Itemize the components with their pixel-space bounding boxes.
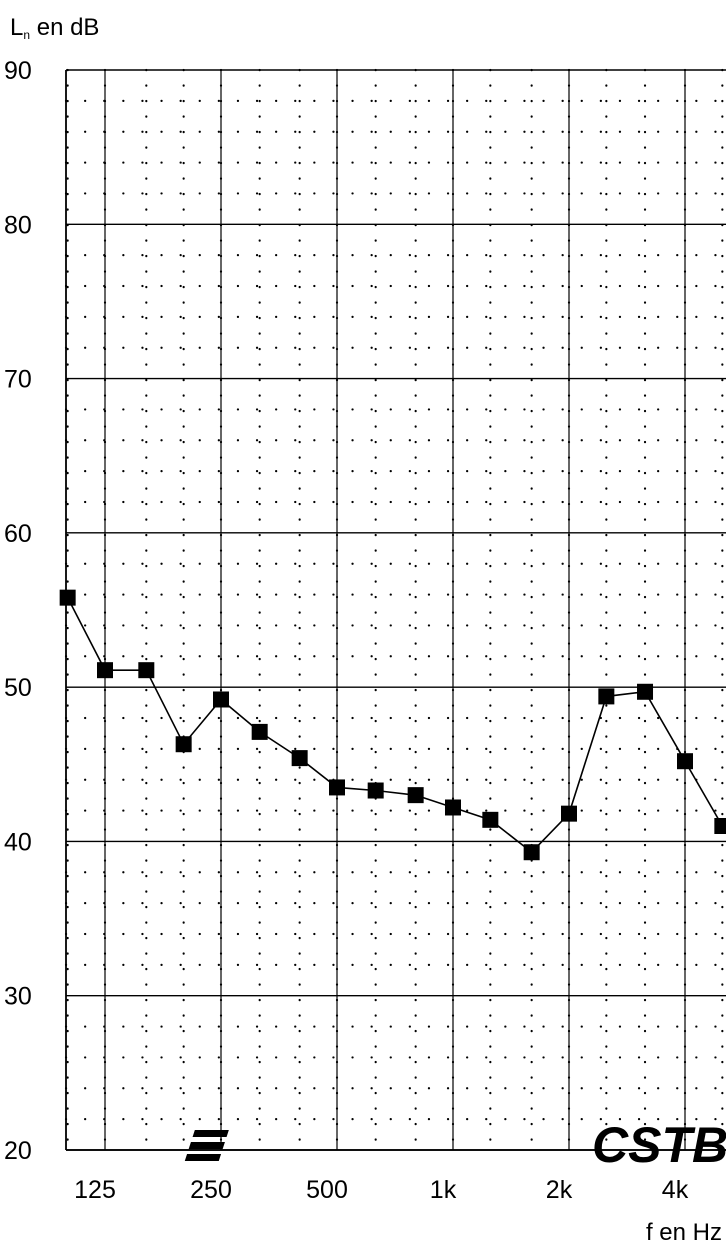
x-tick-label: 250 [190, 1176, 232, 1204]
y-axis-label-sub: n [23, 28, 30, 42]
data-point [407, 787, 424, 804]
data-point [598, 688, 615, 705]
data-point [138, 662, 155, 679]
series-line [66, 597, 724, 854]
data-point [97, 662, 113, 679]
y-axis-label-main: L [10, 14, 23, 41]
grid-major-lines [65, 69, 726, 1151]
x-tick-label: 1k [430, 1176, 457, 1204]
data-point [329, 779, 345, 796]
y-tick-label: 20 [4, 1137, 32, 1165]
y-tick-label: 40 [4, 828, 32, 856]
data-point [291, 750, 308, 767]
data-point [445, 799, 461, 816]
y-axis-label: Ln en dB [10, 14, 99, 42]
y-tick-label: 60 [4, 520, 32, 548]
data-point [367, 782, 384, 799]
data-point [561, 805, 577, 822]
logo-bar [192, 1130, 229, 1137]
y-tick-label: 30 [4, 983, 32, 1011]
logo-bar [184, 1154, 222, 1161]
data-point [213, 691, 229, 708]
x-tick-labels: 125 250 500 1k 2k 4k [74, 1176, 689, 1204]
data-point [482, 811, 499, 828]
x-axis-label: f en Hz [646, 1219, 722, 1246]
x-tick-label: 2k [546, 1176, 573, 1204]
data-point [175, 736, 192, 753]
y-tick-labels: 20 30 40 50 60 70 80 90 [4, 57, 32, 1165]
grid-minor-dots [64, 68, 726, 1152]
series-group [59, 589, 726, 861]
x-tick-label: 4k [662, 1176, 689, 1204]
logo-text: CSTB [592, 1117, 726, 1173]
y-tick-label: 70 [4, 366, 32, 394]
data-point [251, 723, 268, 740]
data-point [59, 589, 76, 606]
x-tick-label: 500 [306, 1176, 348, 1204]
cstb-logo: CSTB [184, 1117, 726, 1173]
y-tick-label: 90 [4, 57, 32, 85]
data-point [714, 818, 726, 834]
data-point [637, 683, 654, 700]
y-tick-label: 80 [4, 211, 32, 239]
data-point [523, 844, 540, 861]
data-point [677, 753, 693, 770]
y-tick-label: 50 [4, 674, 32, 702]
logo-bar [188, 1142, 225, 1149]
x-tick-label: 125 [74, 1176, 116, 1204]
y-axis-label-rest: en dB [30, 14, 99, 41]
